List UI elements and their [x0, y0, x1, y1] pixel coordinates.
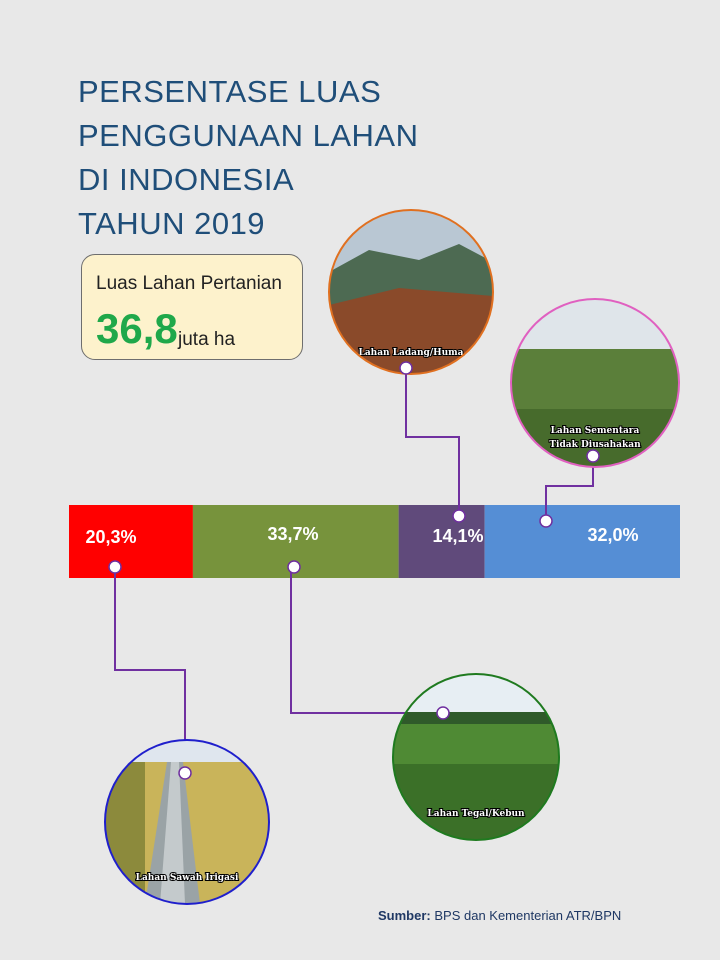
photo-label: Lahan Sementara: [551, 426, 640, 436]
data-label: 33,7%: [267, 524, 318, 544]
title-line: PERSENTASE LUAS: [78, 74, 382, 109]
photo-label: Lahan Sawah Irigasi: [136, 873, 239, 883]
photo-label: Tidak Diusahakan: [549, 440, 641, 450]
photo-3: [329, 210, 493, 374]
connector-dot: [452, 509, 466, 523]
stat-label: Luas Lahan Pertanian: [96, 273, 282, 294]
photo-sky: [105, 740, 269, 762]
agricultural-area-box: Luas Lahan Pertanian 36,8 juta ha: [81, 254, 303, 360]
source-text: BPS dan Kementerian ATR/BPN: [434, 908, 622, 923]
photo-soil: [329, 288, 493, 374]
photo-rice: [105, 762, 145, 904]
connector-dot: [178, 766, 192, 780]
photo-border: [104, 739, 270, 905]
stat-value: 36,8: [96, 305, 178, 352]
photo-label: Lahan Tegal/Kebun: [427, 809, 525, 819]
source-note: Sumber: BPS dan Kementerian ATR/BPN: [378, 908, 621, 923]
connector-dot: [436, 706, 450, 720]
bar-segment: [69, 505, 193, 578]
data-label: 14,1%: [432, 526, 483, 546]
connector-dot: [287, 560, 301, 574]
stat-unit: juta ha: [178, 329, 236, 350]
connector-dot: [399, 361, 413, 375]
connector-dot: [586, 449, 600, 463]
chart-title: PERSENTASE LUAS PENGGUNAAN LAHAN DI INDO…: [78, 70, 418, 246]
title-line: DI INDONESIA: [78, 162, 295, 197]
photo-2: [393, 674, 559, 840]
connector-dot: [539, 514, 553, 528]
photo-treeline: [393, 712, 559, 724]
data-label: 20,3%: [85, 527, 136, 547]
photo-border: [510, 298, 680, 468]
data-label: 32,0%: [587, 525, 638, 545]
connector-line: [290, 566, 443, 714]
title-line: TAHUN 2019: [78, 206, 266, 241]
bar-segment: [484, 505, 680, 578]
connector-line: [545, 456, 594, 521]
photo-border: [392, 673, 560, 841]
photo-border: [328, 209, 494, 375]
connector-line: [114, 567, 186, 773]
photo-label: Lahan Ladang/Huma: [358, 348, 463, 358]
bar-segment: [398, 505, 485, 578]
title-line: PENGGUNAAN LAHAN: [78, 118, 419, 153]
photo-crops: [393, 764, 559, 840]
connector-dot: [108, 560, 122, 574]
source-label: Sumber:: [378, 908, 431, 923]
connector-line: [405, 368, 460, 516]
photo-water: [160, 762, 185, 904]
